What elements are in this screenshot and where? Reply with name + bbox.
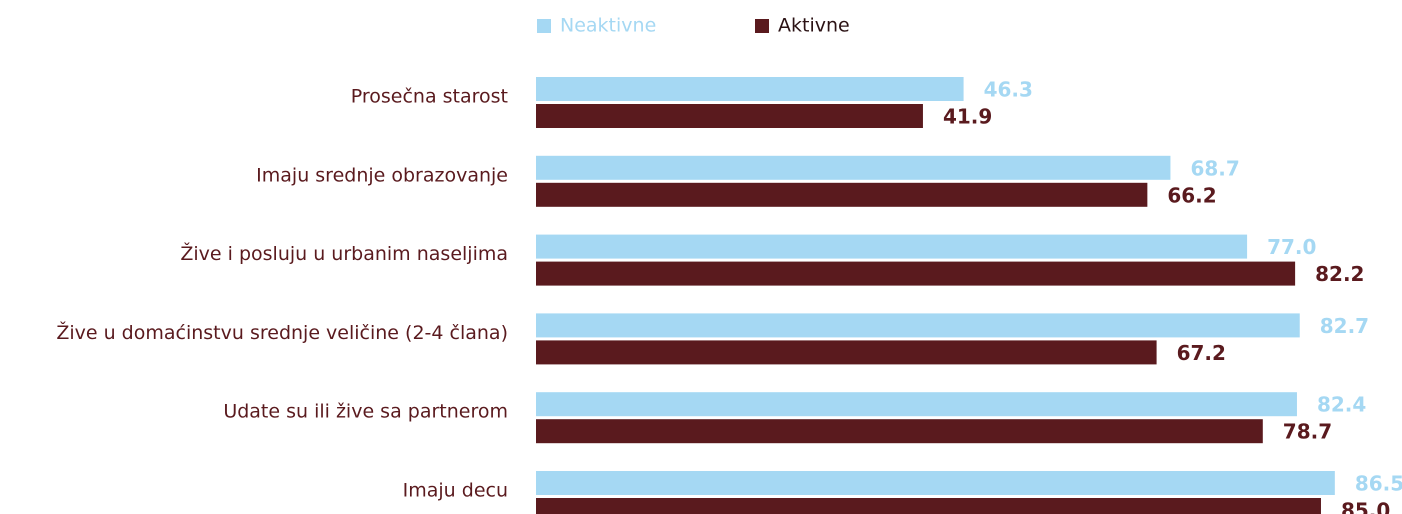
legend-swatch xyxy=(537,19,551,33)
category-label: Žive u domaćinstvu srednje veličine (2-4… xyxy=(56,321,508,344)
legend-swatch xyxy=(755,19,769,33)
category-label: Žive i posluju u urbanim naseljima xyxy=(180,242,508,265)
bar xyxy=(536,182,1148,207)
value-label: 46.3 xyxy=(984,78,1033,102)
bar xyxy=(536,77,964,101)
value-label: 77.0 xyxy=(1267,235,1316,259)
value-label: 41.9 xyxy=(943,105,992,129)
bar xyxy=(536,392,1297,417)
value-label: 86.5 xyxy=(1355,472,1402,496)
bar xyxy=(536,419,1263,444)
value-label: 68.7 xyxy=(1190,156,1239,180)
bar xyxy=(536,313,1300,338)
value-label: 82.2 xyxy=(1315,262,1364,286)
value-label: 82.4 xyxy=(1317,393,1366,417)
category-label: Imaju decu xyxy=(403,480,508,502)
category-label: Prosečna starost xyxy=(351,86,508,108)
value-label: 78.7 xyxy=(1283,420,1332,444)
value-label: 85.0 xyxy=(1341,499,1390,514)
bar xyxy=(536,155,1171,180)
category-label: Udate su ili žive sa partnerom xyxy=(223,401,508,423)
bar xyxy=(536,234,1248,259)
bar xyxy=(536,261,1296,286)
bar xyxy=(536,498,1321,514)
legend-label: Aktivne xyxy=(778,15,850,37)
legend-label: Neaktivne xyxy=(560,15,656,37)
value-label: 67.2 xyxy=(1177,341,1226,365)
bar xyxy=(536,340,1157,365)
value-label: 66.2 xyxy=(1167,183,1216,207)
bar xyxy=(536,104,923,128)
category-label: Imaju srednje obrazovanje xyxy=(256,164,508,186)
bar xyxy=(536,471,1335,495)
value-label: 82.7 xyxy=(1320,314,1369,338)
